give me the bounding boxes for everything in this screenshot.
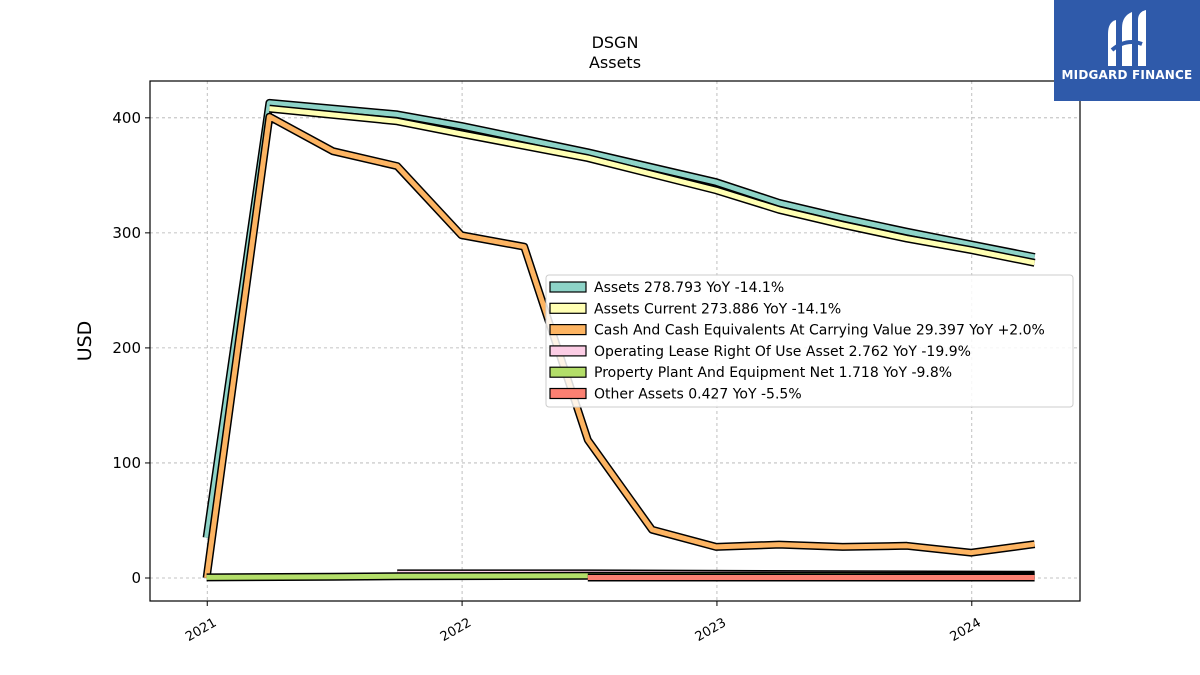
series-line-2 (204, 114, 1035, 579)
x-axis: 2021 2022 2023 2024 (183, 601, 984, 645)
legend-swatch (549, 345, 587, 357)
y-tick-label: 200 (112, 339, 141, 357)
series-line-0 (204, 100, 1036, 539)
legend-label: Operating Lease Right Of Use Asset 2.762… (594, 344, 971, 360)
plot-frame (149, 80, 1081, 602)
legend-swatch (549, 324, 587, 336)
series-line-1 (269, 106, 1036, 266)
logo-mark-icon (1108, 10, 1146, 66)
legend-label: Property Plant And Equipment Net 1.718 Y… (594, 365, 952, 381)
brand-name: MIDGARD FINANCE (1061, 68, 1193, 82)
legend-label: Assets Current 273.886 YoY -14.1% (594, 301, 841, 317)
x-tick-label: 2021 (183, 615, 219, 645)
y-tick-label: 0 (131, 569, 141, 587)
legend-swatch (549, 366, 587, 378)
legend: Assets 278.793 YoY -14.1% Assets Current … (545, 274, 1074, 408)
x-tick-label: 2022 (438, 615, 474, 645)
y-tick-label: 300 (112, 224, 141, 242)
chart-title: DSGN (592, 33, 639, 52)
legend-label: Assets 278.793 YoY -14.1% (594, 280, 784, 296)
x-tick-label: 2024 (948, 615, 984, 645)
legend-box (545, 274, 1074, 408)
legend-swatch (549, 387, 587, 400)
brand-logo: MIDGARD FINANCE (1054, 0, 1200, 101)
y-axis-label: USD (74, 321, 96, 362)
legend-label: Cash And Cash Equivalents At Carrying Va… (594, 323, 1045, 339)
y-tick-label: 100 (112, 454, 141, 472)
legend-swatch (549, 302, 587, 314)
chart-subtitle: Assets (589, 53, 641, 72)
x-tick-label: 2023 (693, 615, 729, 645)
y-axis: 0 100 200 300 400 (112, 109, 150, 587)
legend-swatch (549, 281, 587, 293)
y-tick-label: 400 (112, 109, 141, 127)
series-layer (202, 98, 1036, 582)
legend-label: Other Assets 0.427 YoY -5.5% (594, 387, 802, 403)
